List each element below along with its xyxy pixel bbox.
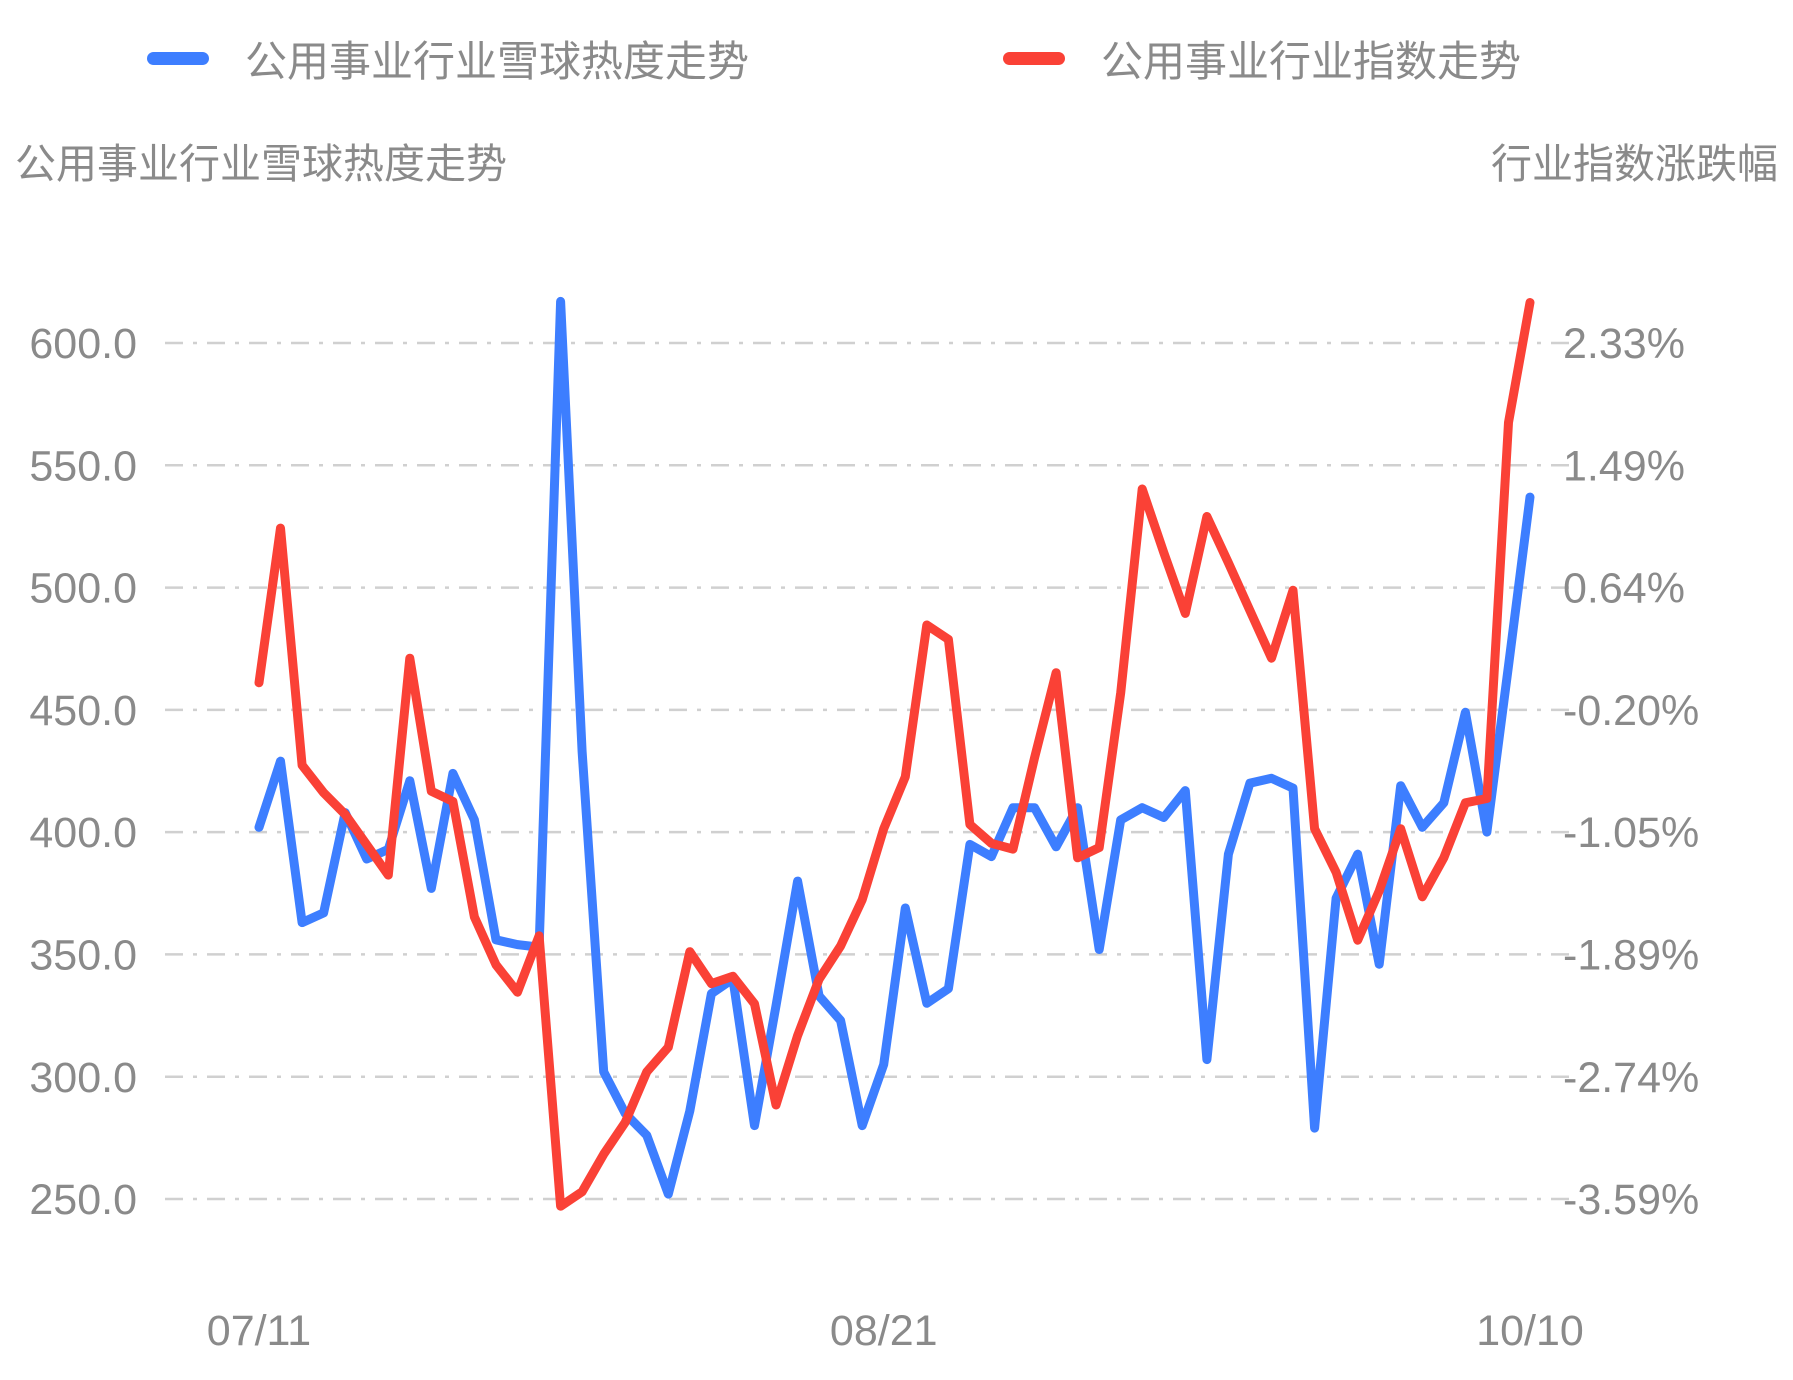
- left-axis-tick-label: 250.0: [29, 1176, 137, 1224]
- right-axis-tick-label: 0.64%: [1563, 565, 1685, 613]
- left-axis-tick-label: 350.0: [29, 931, 137, 979]
- legend-item-index[interactable]: 公用事业行业指数走势: [1003, 28, 1521, 89]
- right-axis-title: 行业指数涨跌幅: [1491, 141, 1778, 187]
- index-series-line: [254, 298, 1535, 1211]
- left-axis-tick-label: 450.0: [29, 687, 137, 735]
- heat-line-swatch-icon: [147, 52, 209, 65]
- x-axis-tick-label: 08/21: [830, 1307, 938, 1355]
- right-axis-tick-label: -1.05%: [1563, 809, 1699, 857]
- left-axis-tick-label: 500.0: [29, 565, 137, 613]
- legend-item-heat[interactable]: 公用事业行业雪球热度走势: [147, 28, 749, 89]
- right-axis-tick-label: 2.33%: [1563, 320, 1685, 368]
- left-axis-title: 公用事业行业雪球热度走势: [15, 141, 507, 187]
- left-axis-tick-label: 550.0: [29, 442, 137, 490]
- right-axis-tick-label: -0.20%: [1563, 687, 1699, 735]
- left-axis-tick-label: 300.0: [29, 1054, 137, 1102]
- legend-label-heat: 公用事业行业雪球热度走势: [245, 38, 750, 85]
- right-axis-tick-label: 1.49%: [1563, 442, 1685, 490]
- x-axis-tick-label: 10/10: [1476, 1307, 1584, 1355]
- axis-titles-row: 公用事业行业雪球热度走势 行业指数涨跌幅: [0, 130, 1793, 190]
- legend: 公用事业行业雪球热度走势 公用事业行业指数走势: [0, 28, 1793, 88]
- x-axis-tick-label: 07/11: [207, 1307, 311, 1355]
- right-axis-tick-label: -3.59%: [1563, 1176, 1699, 1224]
- index-line-swatch-icon: [1003, 52, 1065, 65]
- legend-label-index: 公用事业行业指数走势: [1101, 38, 1522, 85]
- right-axis-tick-label: -2.74%: [1563, 1054, 1699, 1102]
- left-axis-tick-label: 600.0: [29, 320, 137, 368]
- heat-series-line: [254, 296, 1535, 1199]
- left-axis-tick-label: 400.0: [29, 809, 137, 857]
- right-axis-tick-label: -1.89%: [1563, 931, 1699, 979]
